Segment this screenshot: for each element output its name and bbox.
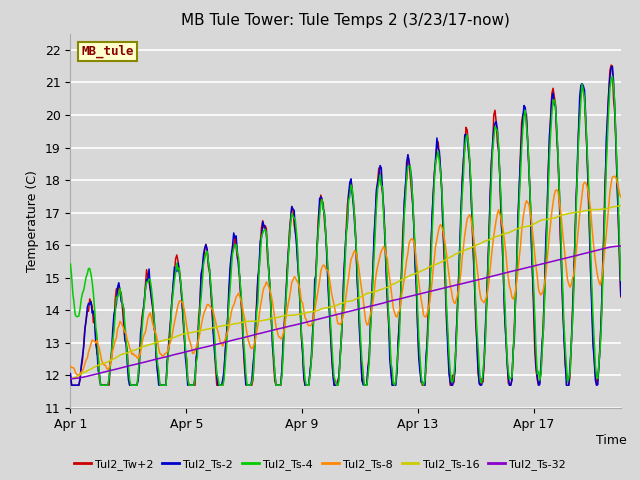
Title: MB Tule Tower: Tule Temps 2 (3/23/17-now): MB Tule Tower: Tule Temps 2 (3/23/17-now…	[181, 13, 510, 28]
Y-axis label: Temperature (C): Temperature (C)	[26, 170, 39, 272]
Legend: Tul2_Tw+2, Tul2_Ts-2, Tul2_Ts-4, Tul2_Ts-8, Tul2_Ts-16, Tul2_Ts-32: Tul2_Tw+2, Tul2_Ts-2, Tul2_Ts-4, Tul2_Ts…	[69, 455, 571, 474]
X-axis label: Time: Time	[596, 434, 627, 447]
Text: MB_tule: MB_tule	[81, 45, 134, 58]
